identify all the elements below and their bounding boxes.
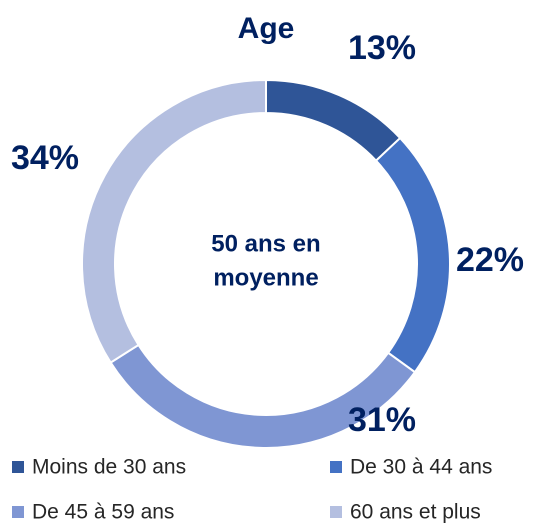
legend-label: De 45 à 59 ans (32, 501, 174, 524)
legend-label: De 30 à 44 ans (350, 456, 492, 479)
data-label: 31% (348, 401, 416, 439)
donut-slice (374, 136, 451, 374)
legend-label: Moins de 30 ans (32, 456, 186, 479)
data-label: 13% (348, 29, 416, 67)
legend-swatch (330, 461, 342, 473)
legend-label: 60 ans et plus (350, 501, 481, 524)
data-label: 22% (456, 241, 524, 279)
data-label: 34% (11, 139, 79, 177)
legend-swatch (12, 506, 24, 518)
center-annotation: moyenne (213, 264, 318, 291)
center-annotation: 50 ans en (211, 230, 320, 257)
chart-title: Age (238, 12, 295, 45)
legend-swatch (330, 506, 342, 518)
donut-slice (265, 78, 402, 163)
donut-slice (81, 78, 267, 364)
legend-swatch (12, 461, 24, 473)
